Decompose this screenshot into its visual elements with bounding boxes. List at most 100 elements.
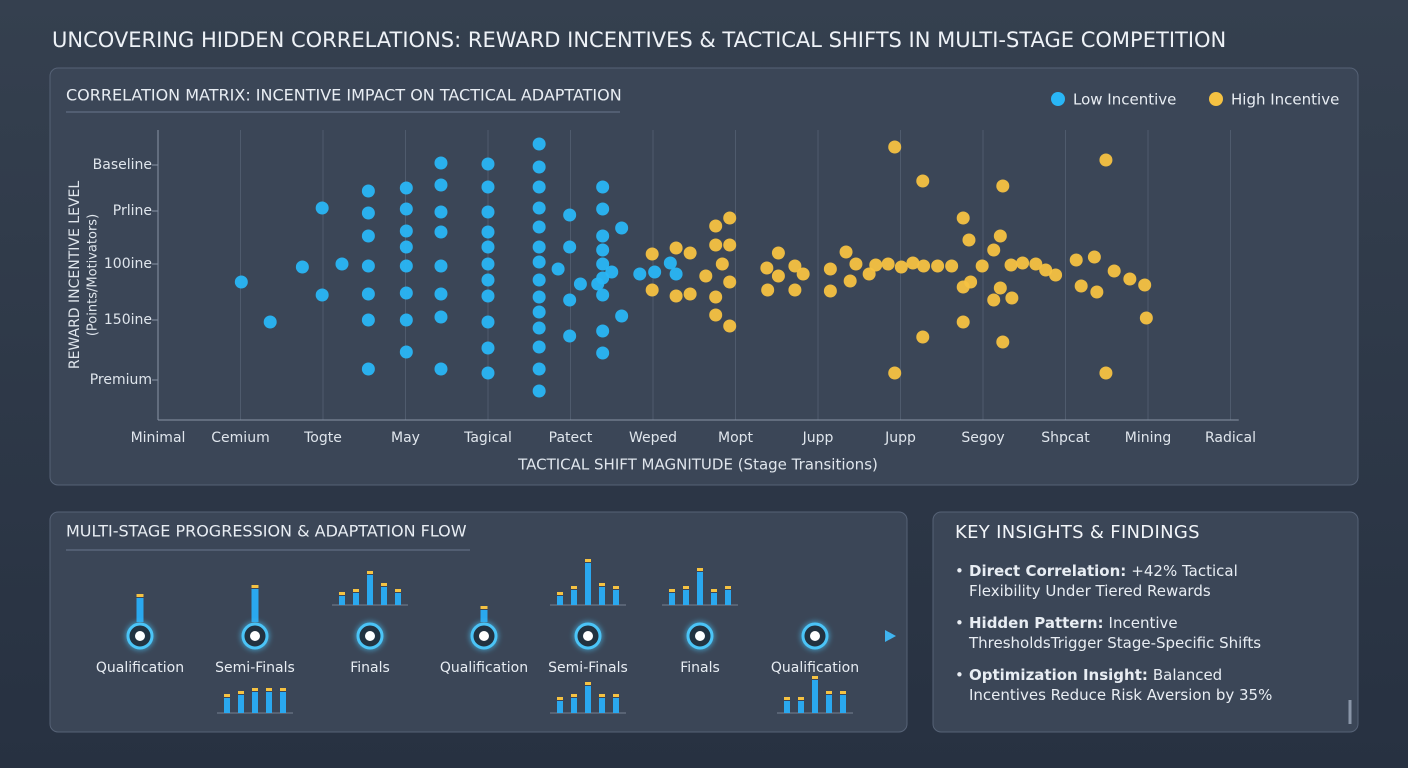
mini-bar <box>840 695 846 713</box>
insight-label: Hidden Pattern: <box>969 614 1104 632</box>
point <box>881 257 895 271</box>
mini-bar <box>613 590 619 605</box>
x-tick-label: Togte <box>303 430 342 446</box>
point <box>633 267 647 281</box>
point <box>434 178 448 192</box>
x-tick-label: Radical <box>1205 430 1256 446</box>
mini-bar-cap <box>280 688 286 691</box>
mini-bar <box>798 701 804 713</box>
mini-bar <box>711 593 717 605</box>
mini-bar <box>339 596 345 605</box>
point <box>399 224 413 238</box>
point <box>481 315 495 329</box>
point <box>1039 263 1053 277</box>
x-tick-label: Weped <box>629 430 677 446</box>
point <box>434 310 448 324</box>
point <box>894 260 908 274</box>
mini-bar-cap <box>599 583 605 586</box>
point <box>987 293 1001 307</box>
point <box>709 238 723 252</box>
page-title: UNCOVERING HIDDEN CORRELATIONS: REWARD I… <box>52 28 1226 52</box>
point <box>434 156 448 170</box>
point <box>532 290 546 304</box>
point <box>361 287 375 301</box>
x-tick-label: Shpcat <box>1041 430 1090 446</box>
point <box>956 315 970 329</box>
panel <box>49 511 908 733</box>
point <box>761 283 775 297</box>
mini-bar-cap <box>840 691 846 694</box>
point <box>481 157 495 171</box>
y-tick-label: 100ine <box>104 256 152 272</box>
point <box>532 137 546 151</box>
mini-bar <box>224 698 230 713</box>
point <box>771 246 785 260</box>
mini-bar <box>826 695 832 713</box>
point <box>481 240 495 254</box>
mini-bar <box>613 698 619 713</box>
point <box>399 345 413 359</box>
point <box>823 284 837 298</box>
point <box>862 267 876 281</box>
point <box>683 287 697 301</box>
point <box>481 180 495 194</box>
mini-bar-cap <box>599 694 605 697</box>
stage-node-core <box>479 631 489 641</box>
stage-node-core <box>695 631 705 641</box>
point <box>993 281 1007 295</box>
mini-bar <box>367 575 373 605</box>
point <box>699 269 713 283</box>
mini-bar <box>557 701 563 713</box>
point <box>361 206 375 220</box>
mini-bar-cap <box>557 592 563 595</box>
point <box>796 267 810 281</box>
point <box>361 184 375 198</box>
point <box>399 181 413 195</box>
mini-bar-cap <box>251 585 259 588</box>
point <box>663 256 677 270</box>
mini-bar-cap <box>557 697 563 700</box>
stage-node-core <box>583 631 593 641</box>
mini-bar <box>251 589 259 622</box>
stage-label: Semi-Finals <box>215 660 295 676</box>
y-tick-label: Premium <box>90 372 152 388</box>
point <box>591 277 605 291</box>
point <box>888 366 902 380</box>
point <box>996 179 1010 193</box>
point <box>399 259 413 273</box>
point <box>906 256 920 270</box>
x-tick-label: May <box>391 430 420 446</box>
point <box>295 260 309 274</box>
point <box>869 258 883 272</box>
stage-label: Qualification <box>771 660 859 676</box>
point <box>361 362 375 376</box>
point <box>434 205 448 219</box>
point <box>434 259 448 273</box>
x-tick-label: Jupp <box>884 430 916 446</box>
point <box>596 257 610 271</box>
mini-bar-cap <box>669 589 675 592</box>
point <box>399 286 413 300</box>
y-tick-label: Prline <box>113 203 152 219</box>
mini-bar <box>266 692 272 713</box>
point <box>481 273 495 287</box>
point <box>964 275 978 289</box>
flow-title: MULTI-STAGE PROGRESSION & ADAPTATION FLO… <box>66 522 467 541</box>
point <box>532 362 546 376</box>
point <box>916 174 930 188</box>
point <box>849 257 863 271</box>
point <box>563 293 577 307</box>
x-tick-label: Mining <box>1125 430 1172 446</box>
x-axis-label: TACTICAL SHIFT MAGNITUDE (Stage Transiti… <box>517 456 878 474</box>
point <box>596 346 610 360</box>
y-tick-label: 150ine <box>104 312 152 328</box>
mini-bar-cap <box>381 583 387 586</box>
point <box>434 362 448 376</box>
mini-bar-cap <box>826 691 832 694</box>
point <box>532 160 546 174</box>
point <box>361 259 375 273</box>
point <box>1107 264 1121 278</box>
point <box>723 275 737 289</box>
point <box>723 211 737 225</box>
mini-bar-cap <box>798 697 804 700</box>
